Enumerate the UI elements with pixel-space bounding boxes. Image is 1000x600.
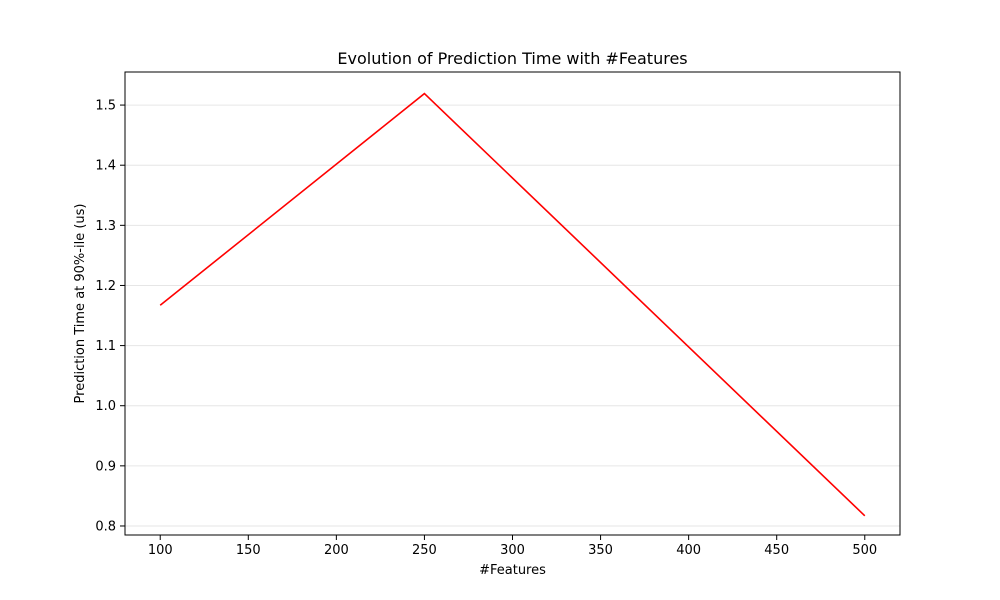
x-axis-title: #Features [479, 563, 546, 578]
y-tick-label: 1.3 [95, 219, 116, 234]
x-tick-label: 300 [500, 543, 525, 558]
x-tick-label: 100 [148, 543, 173, 558]
x-tick-label: 450 [764, 543, 789, 558]
x-tick-label: 500 [852, 543, 877, 558]
series-line [159, 92, 866, 517]
y-tick-label: 1.0 [95, 399, 116, 414]
grid [125, 104, 900, 527]
y-tick-label: 1.1 [95, 339, 116, 354]
x-tick-label: 400 [676, 543, 701, 558]
series-layer [159, 92, 866, 517]
x-tick-label: 350 [588, 543, 613, 558]
chart-title: Evolution of Prediction Time with #Featu… [337, 49, 687, 68]
y-tick-label: 1.2 [95, 279, 116, 294]
y-tick-label: 0.8 [95, 519, 116, 534]
y-axis: 0.8 0.9 1.0 1.1 1.2 1.3 1.4 1.5 [95, 99, 125, 534]
x-tick-label: 200 [324, 543, 349, 558]
x-tick-label: 250 [412, 543, 437, 558]
x-axis: 100 150 200 250 300 350 400 450 500 [148, 535, 877, 558]
y-tick-label: 1.5 [95, 99, 116, 114]
y-tick-label: 0.9 [95, 459, 116, 474]
x-tick-label: 150 [236, 543, 261, 558]
y-axis-title: Prediction Time at 90%-ile (us) [73, 204, 88, 404]
y-tick-label: 1.4 [95, 159, 116, 174]
